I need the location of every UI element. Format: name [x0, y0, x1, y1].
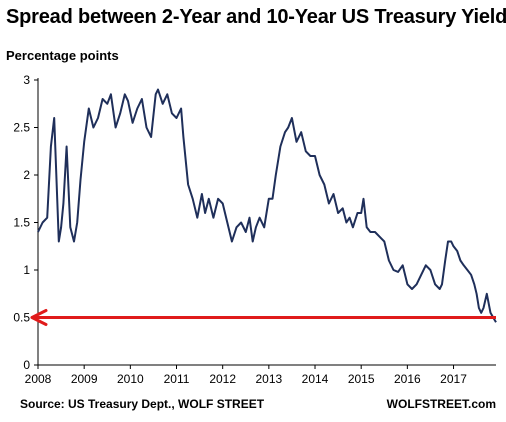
source-note: Source: US Treasury Dept., WOLF STREET: [20, 397, 265, 411]
brand-label: WOLFSTREET.com: [386, 397, 496, 411]
x-tick-label: 2010: [117, 372, 144, 386]
x-tick-label: 2014: [302, 372, 329, 386]
x-tick-label: 2015: [348, 372, 375, 386]
x-tick-label: 2017: [440, 372, 467, 386]
chart-title: Spread between 2-Year and 10-Year US Tre…: [6, 6, 506, 28]
x-tick-label: 2016: [394, 372, 421, 386]
x-tick-label: 2009: [71, 372, 98, 386]
series-line: [37, 88, 497, 323]
reference-arrow: [30, 309, 48, 326]
y-axis-label: Percentage points: [6, 48, 119, 63]
x-tick-label: 2013: [255, 372, 282, 386]
y-tick-label: 0.5: [13, 311, 30, 325]
y-tick-label: 1.5: [13, 216, 30, 230]
y-tick-label: 1: [23, 263, 30, 277]
y-tick-label: 2: [23, 168, 30, 182]
x-tick-label: 2011: [164, 372, 190, 386]
x-tick-label: 2012: [209, 372, 236, 386]
y-tick-label: 2.5: [13, 121, 30, 135]
y-tick-label: 0: [23, 358, 30, 372]
x-tick-label: 2008: [25, 372, 52, 386]
y-tick-label: 3: [23, 73, 30, 87]
